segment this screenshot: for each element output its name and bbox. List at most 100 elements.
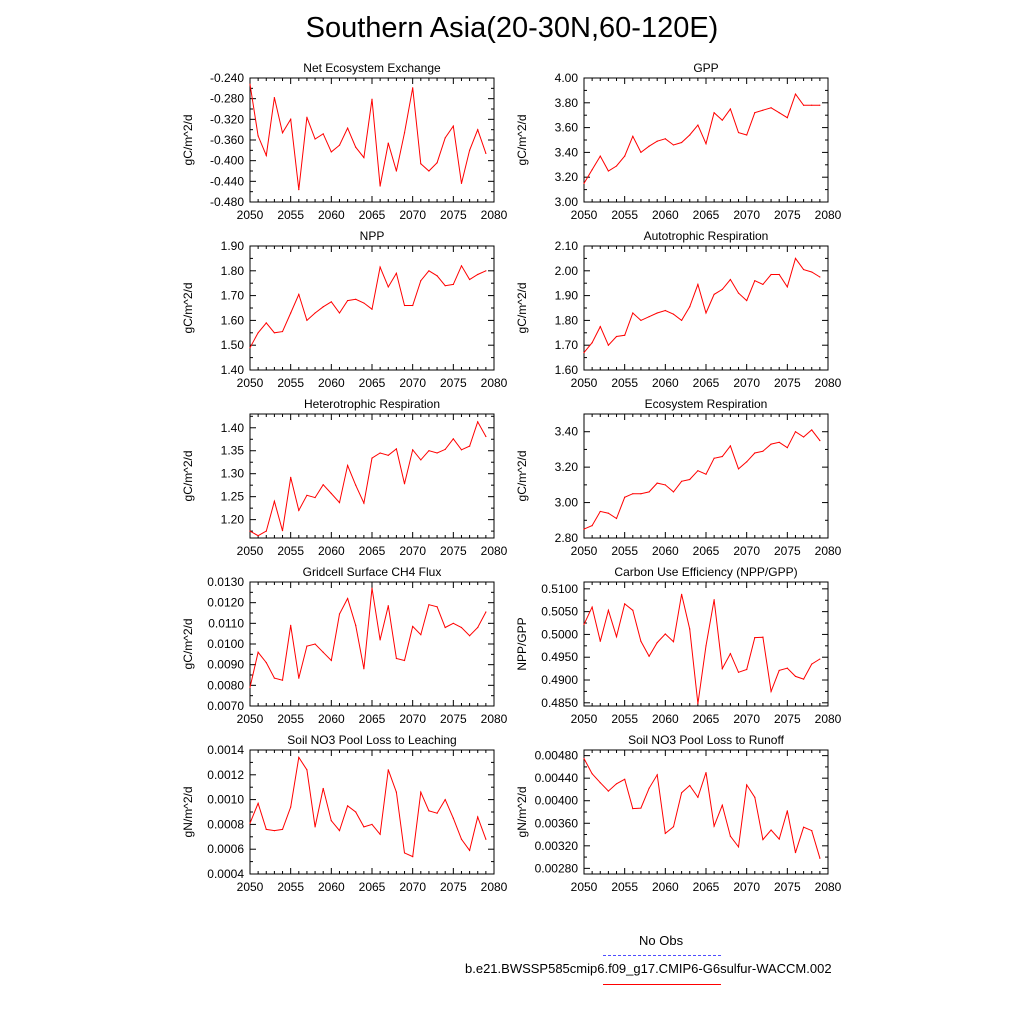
data-point [281,828,284,830]
data-point [615,165,618,167]
data-point [786,117,788,119]
x-tick-label: 2065 [359,712,386,726]
data-point [664,138,666,140]
data-point [737,292,740,294]
data-point [770,829,772,831]
data-point [485,152,487,155]
data-point [460,449,463,451]
page-title: Southern Asia(20-30N,60-120E) [305,12,719,44]
data-point [754,637,756,639]
data-point [737,131,740,134]
data-point [607,609,610,611]
data-point [721,804,723,806]
data-point [746,784,748,786]
data-point [794,675,797,677]
data-point [681,319,683,321]
data-point [770,443,772,445]
data-point [624,603,626,605]
data-point [249,686,251,689]
data-point [452,125,454,127]
data-point [485,270,487,272]
x-tick-label: 2060 [318,544,345,558]
y-tick-label: 2.10 [555,239,579,253]
data-point [485,435,487,438]
data-point [664,484,666,486]
x-tick-label: 2070 [399,712,426,726]
data-point [322,306,324,308]
series-line [583,257,821,353]
data-point [786,447,788,449]
x-tick-label: 2080 [815,208,842,222]
data-point [705,771,707,774]
data-point [395,272,397,274]
y-tick-label: 1.40 [221,363,245,377]
plot-frame [249,77,495,203]
data-point [290,624,292,627]
data-point [803,268,805,271]
data-point [249,83,251,85]
data-point [338,830,341,832]
y-tick-label: 0.0010 [207,793,244,807]
data-point [306,769,308,771]
data-point [314,312,316,314]
x-tick-label: 2055 [277,208,304,222]
x-tick-label: 2060 [652,208,679,222]
x-tick-label: 2080 [481,880,508,894]
data-point [371,98,373,100]
y-axis-label: gC/m^2/d [181,619,195,670]
data-point [444,626,446,629]
y-tick-label: 0.0090 [207,658,244,672]
plot-frame [249,413,495,539]
data-point [632,493,634,495]
y-tick-label: 1.90 [555,289,579,303]
data-point [624,334,626,336]
data-point [697,796,699,798]
data-point [257,535,259,537]
data-point [452,622,454,624]
data-point [803,678,805,680]
series-line [583,93,820,184]
x-tick-label: 2080 [481,712,508,726]
data-point [819,104,821,106]
data-point [306,116,308,118]
data-point [689,628,691,630]
data-point [721,668,723,670]
data-point [273,97,275,99]
data-point [729,652,732,655]
data-point [322,484,324,486]
data-point [632,312,634,314]
data-point [681,141,683,144]
data-point [599,640,601,642]
data-point [607,512,610,514]
data-point [379,833,381,835]
x-tick-label: 2065 [693,712,720,726]
y-tick-label: 0.5000 [541,627,578,641]
data-point [420,163,422,165]
data-point [387,454,389,456]
y-tick-label: 0.4850 [541,696,578,710]
x-tick-label: 2055 [611,544,638,558]
data-point [762,450,764,452]
data-point [420,634,422,636]
data-point [322,787,324,790]
data-point [436,812,438,814]
data-point [395,791,397,793]
x-tick-label: 2070 [399,880,426,894]
y-tick-label: 0.0012 [207,768,244,782]
data-point [395,657,397,660]
y-tick-label: 1.80 [555,313,579,327]
x-tick-label: 2065 [693,880,720,894]
data-point [444,448,446,450]
chart-panel-4: Heterotrophic Respiration gC/m^2/d 2050 205… [181,397,508,558]
x-tick-label: 2065 [359,376,386,390]
data-point [485,611,487,613]
data-point [265,662,267,664]
data-point [281,679,284,681]
data-point [778,669,780,672]
y-tick-label: -0.320 [210,112,244,126]
x-tick-label: 2080 [481,376,508,390]
x-tick-label: 2075 [774,544,801,558]
data-point [306,494,308,496]
data-point [770,273,772,276]
panel-title: Soil NO3 Pool Loss to Leaching [287,733,456,747]
